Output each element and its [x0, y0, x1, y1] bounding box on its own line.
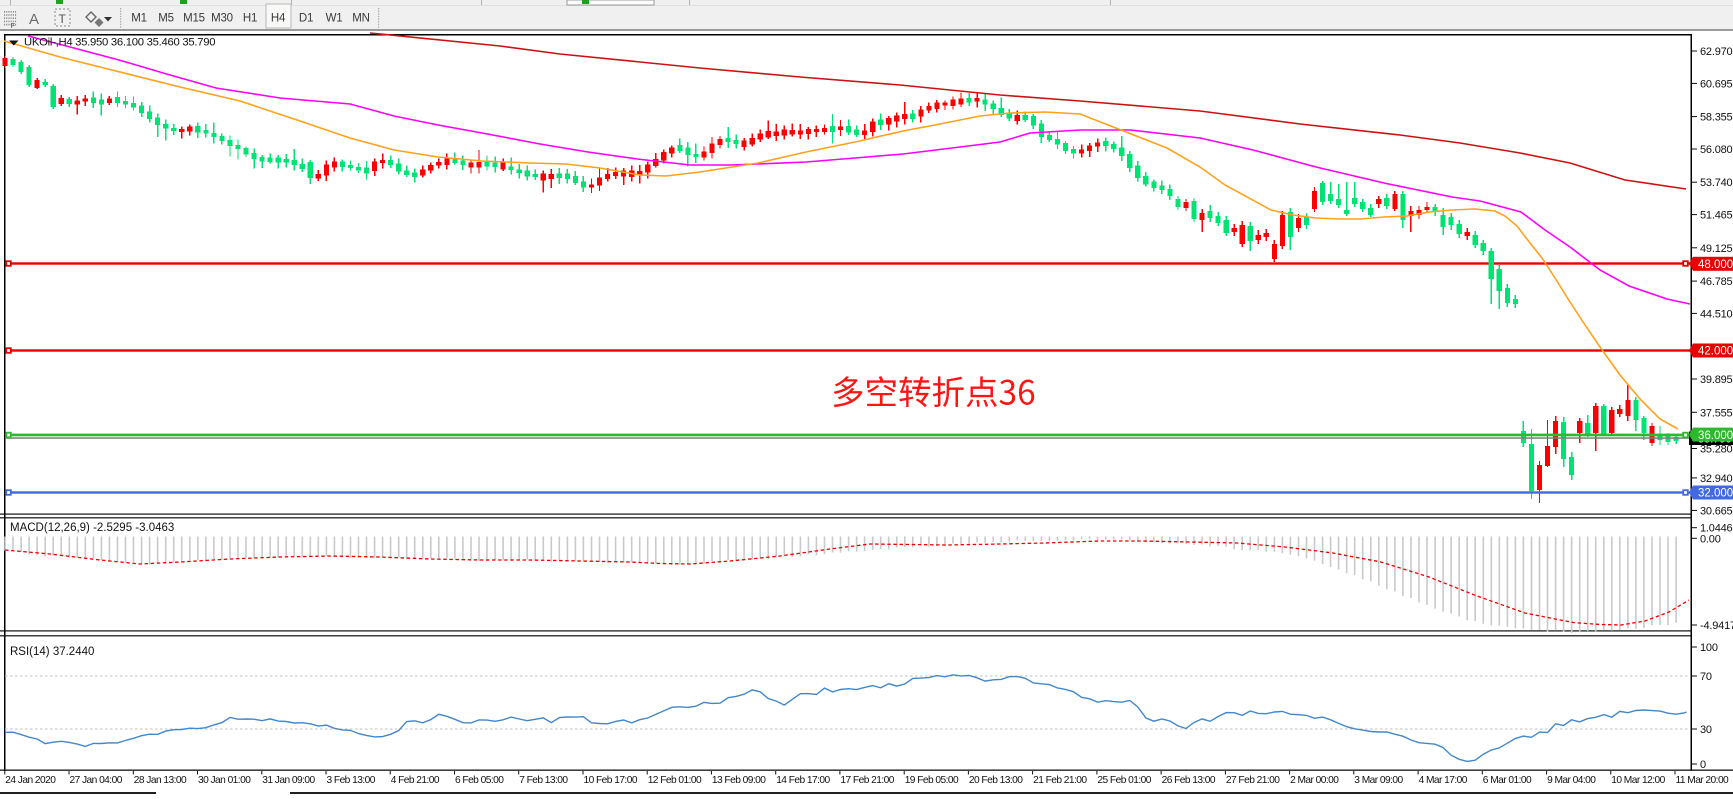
svg-text:9 Mar 04:00: 9 Mar 04:00 [1547, 775, 1596, 786]
svg-text:13 Feb 09:00: 13 Feb 09:00 [712, 775, 766, 786]
svg-text:D1: D1 [299, 13, 313, 25]
svg-text:1.0446: 1.0446 [1700, 523, 1733, 535]
svg-text:6 Mar 01:00: 6 Mar 01:00 [1483, 775, 1532, 786]
svg-text:53.740: 53.740 [1700, 177, 1733, 189]
svg-text:62.970: 62.970 [1700, 46, 1733, 58]
svg-text:30 Jan 01:00: 30 Jan 01:00 [198, 775, 251, 786]
svg-text:W1: W1 [326, 13, 343, 25]
svg-text:M15: M15 [183, 13, 205, 25]
svg-text:37.555: 37.555 [1700, 407, 1733, 419]
svg-text:20 Feb 13:00: 20 Feb 13:00 [969, 775, 1023, 786]
svg-text:14 Feb 17:00: 14 Feb 17:00 [776, 775, 830, 786]
svg-text:25 Feb 01:00: 25 Feb 01:00 [1097, 775, 1151, 786]
svg-text:30.665: 30.665 [1700, 505, 1733, 517]
svg-text:0.00: 0.00 [1700, 533, 1721, 545]
svg-text:46.785: 46.785 [1700, 276, 1733, 288]
svg-text:2 Mar 00:00: 2 Mar 00:00 [1290, 775, 1339, 786]
svg-text:MACD(12,26,9) -2.5295 -3.0463: MACD(12,26,9) -2.5295 -3.0463 [10, 522, 174, 534]
svg-text:56.080: 56.080 [1700, 144, 1733, 156]
svg-text:32.000: 32.000 [1698, 488, 1733, 500]
svg-text:28 Jan 13:00: 28 Jan 13:00 [134, 775, 187, 786]
svg-text:44.510: 44.510 [1700, 308, 1733, 320]
svg-text:32.940: 32.940 [1700, 473, 1733, 485]
svg-text:12 Feb 01:00: 12 Feb 01:00 [648, 775, 702, 786]
svg-text:21 Feb 21:00: 21 Feb 21:00 [1033, 775, 1087, 786]
svg-text:49.125: 49.125 [1700, 243, 1733, 255]
svg-text:T: T [59, 12, 67, 26]
svg-text:H4: H4 [271, 13, 286, 25]
svg-text:30: 30 [1700, 724, 1712, 736]
svg-text:70: 70 [1700, 671, 1712, 683]
svg-text:35.280: 35.280 [1700, 444, 1733, 456]
svg-text:0: 0 [1700, 759, 1706, 771]
svg-text:27 Jan 04:00: 27 Jan 04:00 [70, 775, 123, 786]
svg-text:3 Feb 13:00: 3 Feb 13:00 [327, 775, 376, 786]
svg-text:36.000: 36.000 [1698, 430, 1733, 442]
svg-text:27 Feb 21:00: 27 Feb 21:00 [1226, 775, 1280, 786]
svg-text:58.355: 58.355 [1700, 112, 1733, 124]
svg-text:MN: MN [352, 13, 370, 25]
svg-text:M5: M5 [158, 13, 174, 25]
svg-text:17 Feb 21:00: 17 Feb 21:00 [840, 775, 894, 786]
svg-text:4 Feb 21:00: 4 Feb 21:00 [391, 775, 440, 786]
svg-text:7 Feb 13:00: 7 Feb 13:00 [519, 775, 568, 786]
svg-text:H1: H1 [243, 13, 257, 25]
svg-text:10 Feb 17:00: 10 Feb 17:00 [584, 775, 638, 786]
svg-text:100: 100 [1700, 642, 1718, 654]
svg-text:11 Mar 20:00: 11 Mar 20:00 [1676, 775, 1730, 786]
svg-text:42.000: 42.000 [1698, 346, 1733, 358]
svg-text:24 Jan 2020: 24 Jan 2020 [5, 775, 56, 786]
svg-text:31 Jan 09:00: 31 Jan 09:00 [262, 775, 315, 786]
svg-text:39.895: 39.895 [1700, 374, 1733, 386]
svg-text:-4.9417: -4.9417 [1700, 620, 1733, 632]
svg-text:A: A [29, 11, 39, 28]
svg-text:RSI(14) 37.2440: RSI(14) 37.2440 [10, 646, 94, 658]
svg-text:M30: M30 [211, 13, 233, 25]
svg-text:UKOil-,H4 35.950 36.100 35.46: UKOil-,H4 35.950 36.100 35.460 35.790 [24, 37, 215, 49]
svg-text:F: F [11, 21, 16, 30]
svg-text:51.465: 51.465 [1700, 210, 1733, 222]
svg-text:10 Mar 12:00: 10 Mar 12:00 [1611, 775, 1665, 786]
svg-text:3 Mar 09:00: 3 Mar 09:00 [1354, 775, 1403, 786]
svg-text:M1: M1 [131, 13, 147, 25]
svg-text:6 Feb 05:00: 6 Feb 05:00 [455, 775, 504, 786]
svg-text:48.000: 48.000 [1698, 259, 1733, 271]
svg-text:26 Feb 13:00: 26 Feb 13:00 [1162, 775, 1216, 786]
svg-text:60.695: 60.695 [1700, 78, 1733, 90]
svg-text:19 Feb 05:00: 19 Feb 05:00 [905, 775, 959, 786]
svg-text:4 Mar 17:00: 4 Mar 17:00 [1419, 775, 1468, 786]
